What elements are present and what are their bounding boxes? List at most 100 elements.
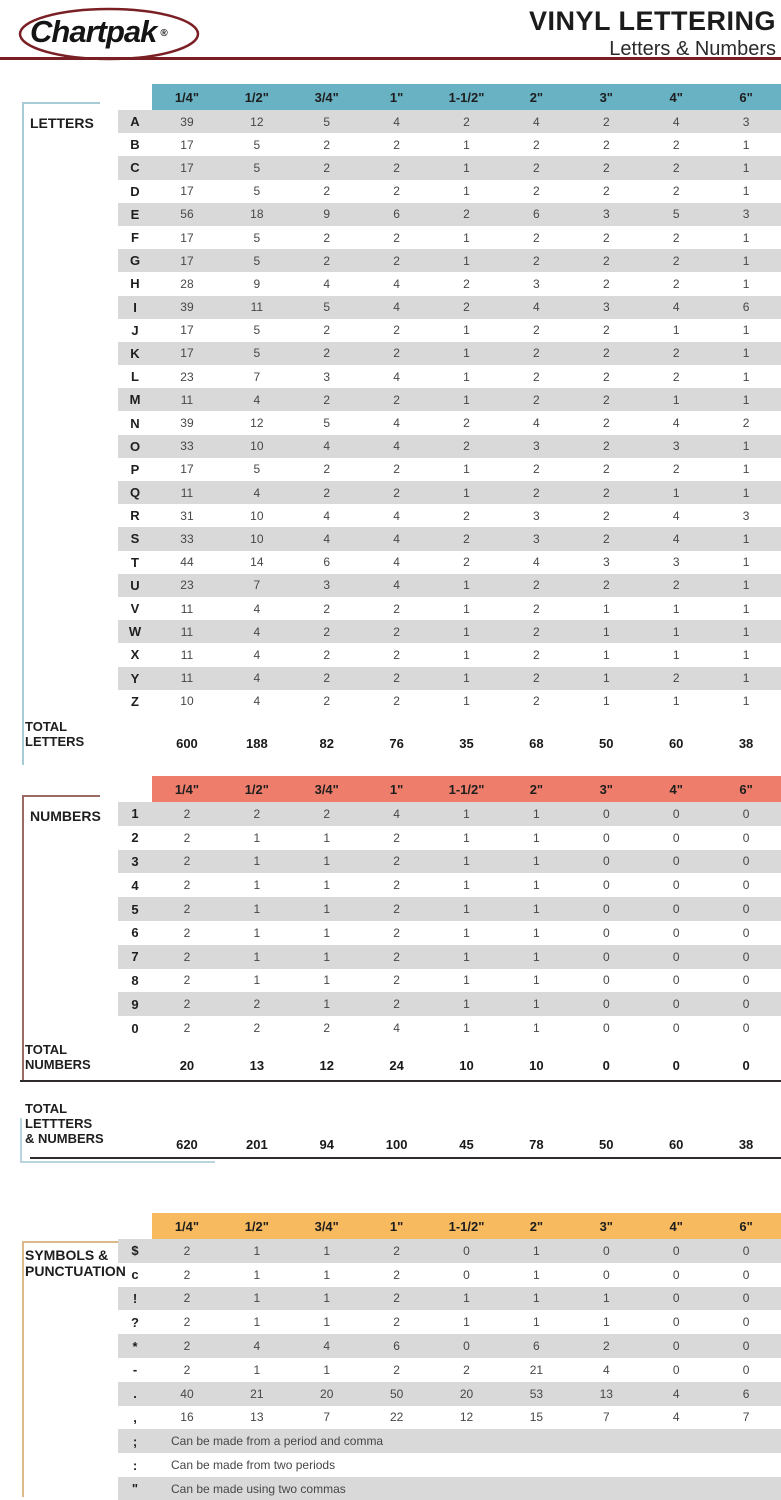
- cell-value: 1: [253, 1315, 261, 1330]
- page-subtitle: Letters & Numbers: [609, 38, 776, 60]
- cell-value: 11: [180, 624, 194, 639]
- cell-value: 0: [602, 1021, 610, 1036]
- cell-value: 0: [742, 949, 750, 964]
- cell-value: 2: [183, 925, 191, 940]
- symbols-bracket-vertical: [22, 1241, 24, 1497]
- row-symbol: 9: [131, 996, 139, 1012]
- cell-value: 4: [393, 508, 400, 523]
- row-symbol: 8: [131, 972, 139, 988]
- table-row: 7 2 1 1 2 1 1 0 0 0: [118, 944, 781, 969]
- cell-value: 1: [742, 323, 750, 338]
- cell-value: 0: [602, 902, 610, 917]
- cell-value: 1: [253, 973, 261, 988]
- column-header: 1/2": [244, 89, 269, 105]
- cell-value: 2: [602, 369, 610, 384]
- cell-value: 1: [533, 997, 540, 1012]
- cell-value: 10: [180, 694, 194, 709]
- column-header: 6": [739, 1218, 753, 1234]
- cell-value: 12: [459, 1410, 474, 1425]
- cell-value: 4: [672, 1410, 680, 1425]
- cell-value: 1: [672, 694, 680, 709]
- table-row: H 28 9 4 4 2 3 2 2 1: [118, 272, 781, 295]
- cell-value: 1: [463, 392, 470, 407]
- row-symbol: $: [131, 1243, 139, 1259]
- cell-value: 7: [253, 578, 261, 593]
- column-header: 2": [529, 1218, 544, 1234]
- cell-value: 2: [323, 624, 331, 639]
- cell-value: 33: [180, 439, 194, 454]
- row-symbol: 5: [131, 901, 139, 917]
- table-row: 3 2 1 1 2 1 1 0 0 0: [118, 849, 781, 874]
- cell-value: 1: [463, 1315, 470, 1330]
- cell-value: 4: [253, 485, 261, 500]
- table-row: J 17 5 2 2 1 2 2 1 1: [118, 319, 781, 342]
- cell-value: 5: [253, 184, 261, 199]
- cell-value: 1: [742, 439, 750, 454]
- total-value: 35: [459, 735, 474, 751]
- cell-value: 2: [393, 392, 400, 407]
- cell-value: 5: [323, 416, 331, 431]
- row-symbol: 0: [131, 1020, 139, 1036]
- cell-value: 2: [672, 578, 680, 593]
- cell-value: 2: [463, 207, 470, 222]
- cell-value: 6: [742, 1386, 750, 1401]
- row-symbol: W: [128, 624, 142, 640]
- column-header: 3": [599, 1218, 613, 1234]
- column-header: 4": [669, 781, 683, 797]
- cell-value: 1: [253, 1243, 261, 1258]
- table-row: 8 2 1 1 2 1 1 0 0 0: [118, 969, 781, 993]
- cell-value: 2: [393, 902, 400, 917]
- cell-value: 0: [602, 830, 610, 845]
- row-symbol: H: [130, 276, 140, 292]
- total-value: 50: [599, 1136, 614, 1152]
- cell-value: 1: [323, 1315, 331, 1330]
- cell-value: 1: [253, 830, 261, 845]
- cell-value: 0: [602, 997, 610, 1012]
- row-symbol: 4: [131, 877, 139, 893]
- cell-value: 0: [672, 1362, 680, 1377]
- cell-value: 4: [393, 439, 400, 454]
- cell-value: 2: [533, 694, 540, 709]
- table-row: E 56 18 9 6 2 6 3 5 3: [118, 202, 781, 226]
- cell-value: 2: [602, 462, 610, 477]
- letters-bracket: [22, 102, 100, 104]
- cell-value: 1: [672, 392, 680, 407]
- cell-value: 2: [253, 1021, 261, 1036]
- page-title: VINYL LETTERING: [528, 6, 776, 36]
- cell-value: 0: [602, 878, 610, 893]
- cell-value: 2: [183, 806, 191, 821]
- cell-value: 11: [180, 647, 194, 662]
- cell-value: 4: [393, 555, 400, 570]
- cell-value: 17: [180, 346, 194, 361]
- cell-value: 2: [533, 346, 540, 361]
- cell-value: 0: [672, 902, 680, 917]
- cell-value: 4: [323, 439, 331, 454]
- cell-value: 1: [533, 830, 540, 845]
- row-symbol: ": [131, 1481, 139, 1497]
- cell-value: 4: [393, 416, 400, 431]
- cell-value: 0: [742, 1339, 750, 1354]
- cell-value: 3: [672, 555, 680, 570]
- cell-value: 0: [602, 1243, 610, 1258]
- total-all-row: 620 201 94 100 45 78 50 60 38: [118, 1132, 781, 1156]
- cell-value: 2: [602, 323, 610, 338]
- table-row: X 11 4 2 2 1 2 1 1 1: [118, 643, 781, 666]
- total-all-bracket: [20, 1161, 215, 1163]
- total-value: 78: [529, 1136, 544, 1152]
- cell-value: 11: [180, 601, 194, 616]
- cell-value: 0: [602, 806, 610, 821]
- total-all-label: TOTAL LETTTERS & NUMBERS: [25, 1101, 104, 1146]
- cell-value: 2: [323, 137, 331, 152]
- cell-value: 16: [180, 1410, 194, 1425]
- row-symbol: T: [131, 554, 139, 570]
- cell-value: 1: [533, 1267, 540, 1282]
- cell-value: 0: [672, 854, 680, 869]
- cell-value: 2: [463, 276, 470, 291]
- cell-value: 2: [463, 1362, 470, 1377]
- row-symbol: C: [130, 160, 140, 176]
- cell-value: 2: [323, 160, 331, 175]
- cell-value: 1: [463, 601, 470, 616]
- column-header: 4": [669, 89, 683, 105]
- cell-value: 5: [672, 207, 680, 222]
- cell-value: 1: [602, 601, 610, 616]
